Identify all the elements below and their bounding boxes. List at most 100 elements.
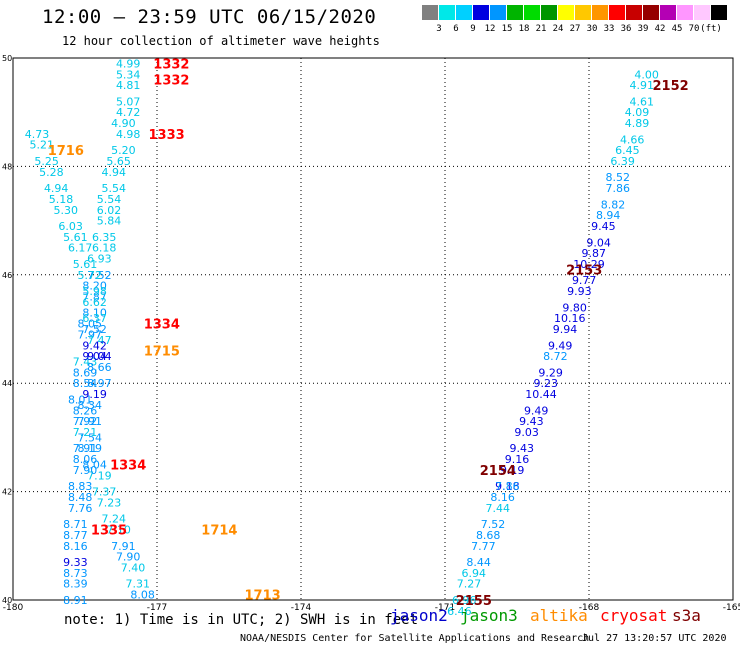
swh-value-label: 8.26: [73, 404, 98, 417]
legend-label: 30: [586, 24, 598, 34]
swh-value-label: 4.73: [25, 128, 50, 141]
swh-value-label: 8.73: [63, 567, 88, 580]
swh-value-label: 5.72: [78, 269, 103, 282]
swh-value-label: 9.04: [586, 236, 611, 249]
swh-value-label: 8.54: [73, 377, 98, 390]
y-tick-label: 48: [2, 162, 12, 171]
legend-s3a: s3a: [672, 606, 701, 625]
swh-value-label: 5.61: [73, 258, 98, 271]
swh-value-label: 4.89: [625, 117, 650, 130]
swh-value-label: 5.98: [82, 285, 107, 298]
swh-value-label: 5.65: [106, 155, 131, 168]
legend-swatch: [490, 5, 506, 20]
legend-cryosat: cryosat: [600, 606, 668, 625]
pass-time-label: 1715: [144, 345, 180, 360]
legend-swatch: [575, 5, 591, 20]
swh-value-label: 7.54: [78, 431, 103, 444]
chart-title: 12:00 — 23:59 UTC 06/15/2020: [42, 6, 377, 28]
plot-frame: [12, 57, 734, 601]
swh-value-label: 10.29: [573, 258, 605, 271]
swh-value-label: 6.02: [97, 204, 122, 217]
swh-value-label: 8.97: [87, 377, 112, 390]
legend-label: 12: [484, 24, 496, 34]
pass-time-label: 1335: [91, 524, 127, 539]
pass-time-label: 1716: [48, 144, 84, 159]
swh-value-label: 6.39: [610, 155, 635, 168]
swh-value-label: 6.93: [87, 253, 112, 266]
swh-value-label: 9.18: [495, 480, 520, 493]
swh-value-label: 4.81: [116, 79, 141, 92]
swh-value-label: 7.77: [471, 540, 496, 553]
legend-jason3: jason3: [460, 606, 518, 625]
swh-value-label: 6.35: [92, 231, 117, 244]
legend-swatch: [643, 5, 659, 20]
legend-swatch: [507, 5, 523, 20]
swh-value-label: 6.46: [447, 605, 472, 618]
credit-line: NOAA/NESDIS Center for Satellite Applica…: [240, 633, 590, 644]
swh-value-label: 9.23: [534, 377, 559, 390]
swh-value-label: 7.23: [97, 496, 122, 509]
swh-value-label: 6.03: [58, 220, 83, 233]
legend-altika: altika: [530, 606, 588, 625]
swh-value-label: 9.04: [82, 350, 107, 363]
swh-value-label: 7.52: [82, 323, 107, 336]
x-tick-label: -165: [723, 603, 740, 613]
swh-value-label: 7.37: [92, 486, 117, 499]
swh-value-label: 7.92: [73, 415, 98, 428]
swh-value-label: 7.90: [116, 551, 141, 564]
swh-value-label: 7.52: [481, 518, 506, 531]
swh-value-label: 8.66: [87, 361, 112, 374]
swh-value-label: 9.42: [82, 339, 107, 352]
swh-value-label: 8.05: [78, 318, 103, 331]
generated-timestamp: Jul 27 13:20:57 UTC 2020: [582, 633, 727, 644]
swh-value-label: 7.90: [73, 464, 98, 477]
pass-time-label: 1332: [153, 74, 189, 89]
swh-value-label: 7.47: [87, 334, 112, 347]
legend-label: 70: [688, 24, 700, 34]
swh-value-label: 9.87: [582, 247, 607, 260]
swh-value-label: 7.91: [73, 442, 98, 455]
swh-value-label: 8.16: [490, 491, 515, 504]
swh-value-label: 7.31: [126, 578, 151, 591]
swh-value-label: 8.83: [68, 480, 93, 493]
swh-value-label: 4.00: [634, 68, 659, 81]
pass-time-label: 1714: [201, 524, 237, 539]
legend-swatch: [609, 5, 625, 20]
swh-value-label: 8.71: [63, 518, 88, 531]
pass-time-label: 1713: [245, 589, 281, 604]
x-tick-label: -168: [579, 603, 600, 613]
swh-value-label: 7.10: [106, 524, 131, 537]
swh-value-label: 4.72: [116, 106, 141, 119]
swh-value-label: 9.80: [562, 301, 587, 314]
swh-value-label: 8.34: [78, 399, 103, 412]
swh-value-label: 9.16: [505, 453, 530, 466]
legend-label: 24: [552, 24, 564, 34]
pass-time-label: 2152: [653, 79, 689, 94]
swh-value-label: 9.29: [538, 366, 563, 379]
swh-value-label: 6.45: [615, 144, 640, 157]
legend-swatch: [456, 5, 472, 20]
swh-value-label: 4.99: [116, 57, 141, 70]
swh-value-label: 7.86: [495, 480, 520, 493]
legend-label: 45: [671, 24, 683, 34]
y-tick-label: 42: [2, 488, 12, 497]
swh-value-label: 9.49: [548, 339, 573, 352]
swh-value-label: 7.21: [73, 426, 98, 439]
legend-label: 33: [603, 24, 615, 34]
swh-value-label: 8.19: [78, 442, 103, 455]
pass-time-label: 1333: [149, 128, 185, 143]
swh-value-label: 9.33: [63, 556, 88, 569]
legend-swatch: [473, 5, 489, 20]
swh-value-label: 5.61: [63, 231, 88, 244]
legend-label: 9: [470, 24, 476, 34]
legend-label: 3: [436, 24, 442, 34]
legend-swatch: [439, 5, 455, 20]
swh-value-label: 7.19: [87, 469, 112, 482]
swh-value-label: 8.82: [601, 198, 626, 211]
swh-value-label: 9.49: [524, 404, 549, 417]
swh-value-label: 5.07: [116, 95, 141, 108]
swh-value-label: 8.01: [68, 393, 93, 406]
swh-value-label: 9.19: [500, 464, 525, 477]
legend-swatch: [541, 5, 557, 20]
swh-value-label: 8.04: [82, 459, 107, 472]
